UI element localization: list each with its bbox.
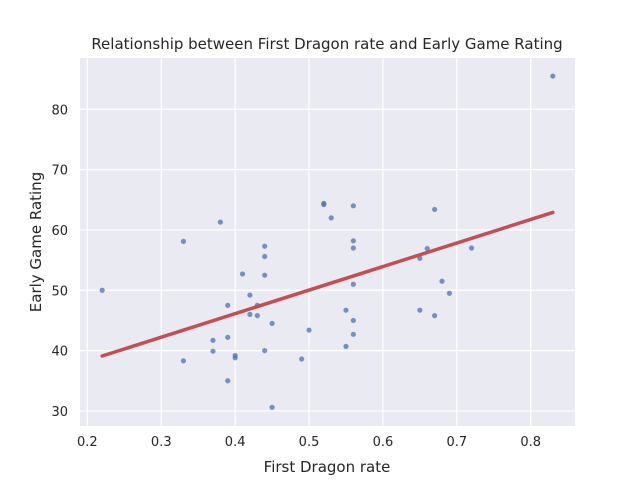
scatter-point (217, 219, 223, 225)
scatter-point (299, 356, 305, 362)
scatter-point (343, 307, 349, 313)
x-tick-label: 0.6 (373, 435, 394, 450)
chart-title: Relationship between First Dragon rate a… (91, 35, 562, 53)
y-axis-label: Early Game Rating (27, 172, 45, 312)
scatter-point (210, 337, 216, 343)
scatter-point (269, 404, 275, 410)
scatter-point (225, 378, 231, 384)
y-tick-label: 70 (51, 164, 68, 179)
scatter-point (247, 311, 253, 317)
x-axis-label: First Dragon rate (264, 458, 391, 476)
trend-line (100, 210, 555, 358)
x-tick-label: 0.8 (520, 435, 541, 450)
y-tick-label: 40 (51, 345, 68, 360)
scatter-point (439, 278, 445, 284)
x-tick-label: 0.4 (225, 435, 246, 450)
scatter-point (432, 313, 438, 319)
scatter-point (269, 320, 275, 327)
y-tick-label: 60 (51, 224, 68, 239)
scatter-point (180, 358, 187, 364)
scatter-point (350, 317, 356, 324)
trend-line-group (100, 210, 555, 358)
x-tick-label: 0.3 (151, 435, 172, 450)
x-tick-labels: 0.2 0.3 0.4 0.5 0.6 0.7 0.8 (77, 435, 541, 450)
scatter-point (262, 347, 268, 354)
scatter-point (180, 238, 187, 244)
scatter-point (321, 201, 327, 208)
scatter-point (99, 287, 105, 293)
y-tick-label: 80 (51, 103, 68, 118)
scatter-point (247, 292, 253, 298)
y-tick-label: 50 (51, 284, 68, 299)
scatter-point (328, 215, 334, 221)
y-tick-labels: 30 40 50 60 70 80 (51, 103, 68, 420)
scatter-point (417, 307, 423, 313)
scatter-point (210, 348, 216, 354)
scatter-point (446, 290, 453, 296)
scatter-point (424, 246, 430, 252)
x-tick-label: 0.5 (299, 435, 320, 450)
scatter-point (343, 343, 349, 349)
scatter-point (350, 203, 356, 209)
scatter-point (350, 238, 356, 244)
scatter-point (225, 302, 231, 308)
plot-area (80, 58, 575, 426)
scatter-point (306, 327, 312, 333)
scatter-point (225, 334, 231, 340)
scatter-point (350, 331, 356, 337)
scatter-point (350, 281, 356, 287)
scatter-point (262, 253, 268, 260)
scatter-point (262, 243, 268, 249)
scatter-point (350, 245, 356, 251)
scatter-point (254, 313, 260, 319)
scatter-point (468, 245, 475, 251)
scatter-point (239, 271, 246, 277)
scatter-point (262, 272, 268, 278)
y-tick-label: 30 (51, 405, 68, 420)
scatter-point (550, 73, 556, 79)
scatter-point (232, 355, 238, 361)
scatter-point (432, 206, 438, 213)
x-tick-label: 0.2 (77, 435, 98, 450)
x-tick-label: 0.7 (446, 435, 467, 450)
